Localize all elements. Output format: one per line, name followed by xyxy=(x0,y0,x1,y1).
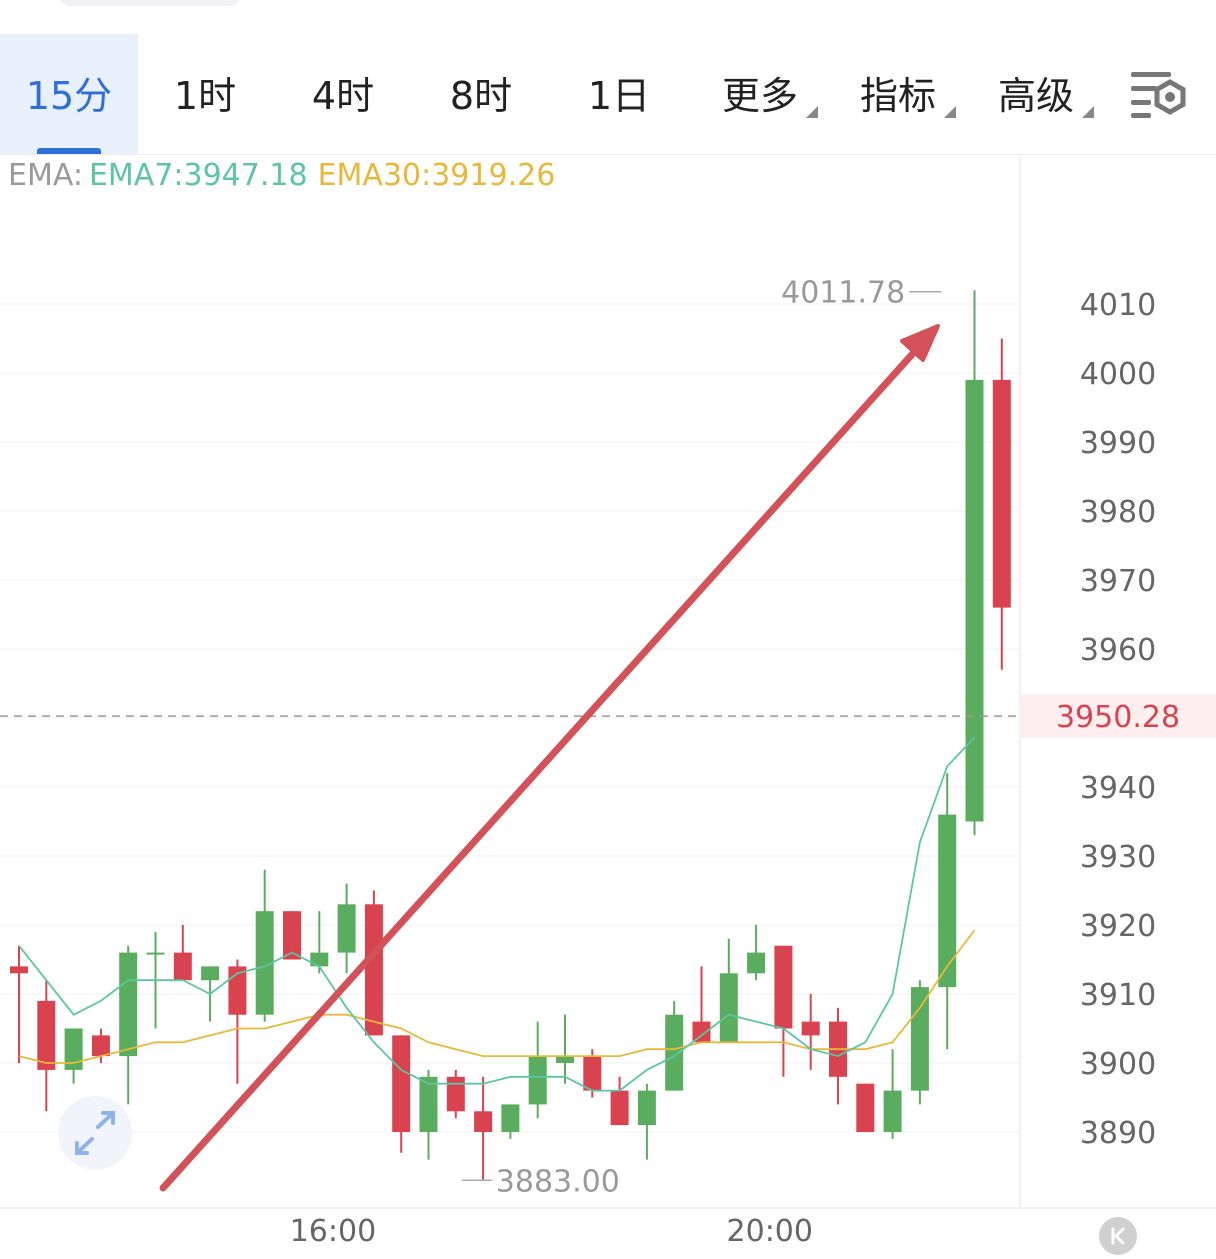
top-strip xyxy=(0,0,1216,34)
candle-up xyxy=(337,904,356,953)
y-tick-label: 3940 xyxy=(1080,771,1156,806)
candle-up xyxy=(64,1028,83,1070)
y-tick-label: 3980 xyxy=(1080,495,1156,530)
scroll-to-latest-glyph xyxy=(1111,1227,1125,1245)
tab-1d[interactable]: 1日 xyxy=(564,34,674,154)
tab-1h[interactable]: 1时 xyxy=(150,34,260,154)
expand-glyph xyxy=(75,1111,115,1155)
candle-down xyxy=(283,911,301,960)
scroll-to-latest-icon[interactable] xyxy=(1099,1217,1137,1255)
tab-1d-label: 1日 xyxy=(587,74,651,118)
y-tick-label: 3990 xyxy=(1080,426,1156,461)
active-tab-indicator xyxy=(37,148,101,154)
candle-down xyxy=(474,1111,493,1132)
candle-up xyxy=(146,952,165,955)
candle-up xyxy=(665,1014,684,1091)
candle-up xyxy=(419,1076,438,1132)
chart-settings-glyph xyxy=(1131,72,1186,118)
candle-down xyxy=(228,966,247,1015)
candle-down xyxy=(856,1083,875,1132)
current-price-label: 3950.28 xyxy=(1056,700,1180,735)
y-tick-label: 4010 xyxy=(1080,288,1156,323)
y-tick-label: 4000 xyxy=(1080,357,1156,392)
y-tick-label: 3970 xyxy=(1080,564,1156,599)
expand-icon[interactable] xyxy=(58,1096,132,1170)
tab-advanced-label: 高级 xyxy=(997,74,1074,118)
tab-advanced[interactable]: 高级 xyxy=(992,34,1094,154)
candle-down xyxy=(992,379,1011,608)
y-tick-label: 3900 xyxy=(1080,1047,1156,1082)
tab-1h-label: 1时 xyxy=(173,74,237,118)
tab-15m[interactable]: 15分 xyxy=(0,34,138,154)
current-price-badge xyxy=(1020,694,1216,739)
drawn-trend-arrowhead xyxy=(900,324,940,362)
tab-4h[interactable]: 4时 xyxy=(288,34,398,154)
candle-down xyxy=(774,945,793,1029)
dropdown-triangle-icon xyxy=(1082,106,1094,118)
candle-up xyxy=(556,1056,574,1063)
drawn-trend-arrow xyxy=(159,346,920,1192)
ema-legend: EMA: EMA7:3947.18 EMA30:3919.26 xyxy=(8,156,555,196)
candle-down xyxy=(37,1000,56,1070)
interval-tabs: 15分 1时 4时 8时 1日 更多 指标 高级 xyxy=(0,34,1216,155)
dropdown-triangle-icon xyxy=(944,106,956,118)
y-tick-label: 3890 xyxy=(1080,1116,1156,1151)
candle-down xyxy=(446,1076,465,1112)
candle-up xyxy=(719,973,738,1043)
tab-more-label: 更多 xyxy=(721,74,798,118)
candle-up xyxy=(255,911,274,1015)
candle-down xyxy=(91,1035,110,1057)
y-tick-label: 3920 xyxy=(1080,909,1156,944)
candle-up xyxy=(637,1090,656,1126)
tab-indicators[interactable]: 指标 xyxy=(854,34,956,154)
y-tick-label: 3910 xyxy=(1080,978,1156,1013)
candle-down xyxy=(583,1056,602,1091)
candle-down xyxy=(1020,608,1038,636)
tab-8h-label: 8时 xyxy=(449,74,513,118)
candle-up xyxy=(965,379,984,822)
ema30-value: EMA30:3919.26 xyxy=(317,158,556,193)
candle-up xyxy=(910,987,929,1091)
tab-more[interactable]: 更多 xyxy=(716,34,818,154)
y-tick-label: 3960 xyxy=(1080,633,1156,668)
x-tick-label: 20:00 xyxy=(727,1214,813,1249)
y-tick-label: 3930 xyxy=(1080,840,1156,875)
candle-up xyxy=(201,966,220,981)
candle-down xyxy=(173,952,192,981)
dropdown-triangle-icon xyxy=(806,106,818,118)
candle-up xyxy=(119,952,138,1057)
ema30-line xyxy=(18,929,976,1064)
candle-up xyxy=(528,1056,547,1105)
candle-up xyxy=(883,1090,902,1132)
tab-4h-label: 4时 xyxy=(311,74,375,118)
candle-down xyxy=(610,1090,629,1126)
candle-down xyxy=(801,1021,820,1036)
plot-layer xyxy=(10,290,1038,1181)
ema7-value: EMA7:3947.18 xyxy=(88,158,308,193)
candle-up xyxy=(747,952,766,974)
tab-indicators-label: 指标 xyxy=(859,74,936,118)
candle-down xyxy=(692,1021,711,1043)
tab-15m-label: 15分 xyxy=(25,74,113,118)
candle-up xyxy=(501,1104,520,1132)
candle-up xyxy=(938,814,957,988)
chart-settings-icon[interactable] xyxy=(1128,66,1192,126)
ema-label: EMA: xyxy=(8,158,83,193)
search-pill[interactable] xyxy=(60,0,240,6)
candle-down xyxy=(392,1035,411,1132)
x-tick-label: 16:00 xyxy=(290,1214,376,1249)
tab-8h[interactable]: 8时 xyxy=(426,34,536,154)
candle-down xyxy=(10,966,28,974)
low-marker-label: 3883.00 xyxy=(496,1164,620,1199)
high-marker-label: 4011.78 xyxy=(781,276,905,311)
candle-down xyxy=(364,904,383,1036)
ema7-line xyxy=(18,736,976,1092)
candle-up xyxy=(310,952,329,967)
